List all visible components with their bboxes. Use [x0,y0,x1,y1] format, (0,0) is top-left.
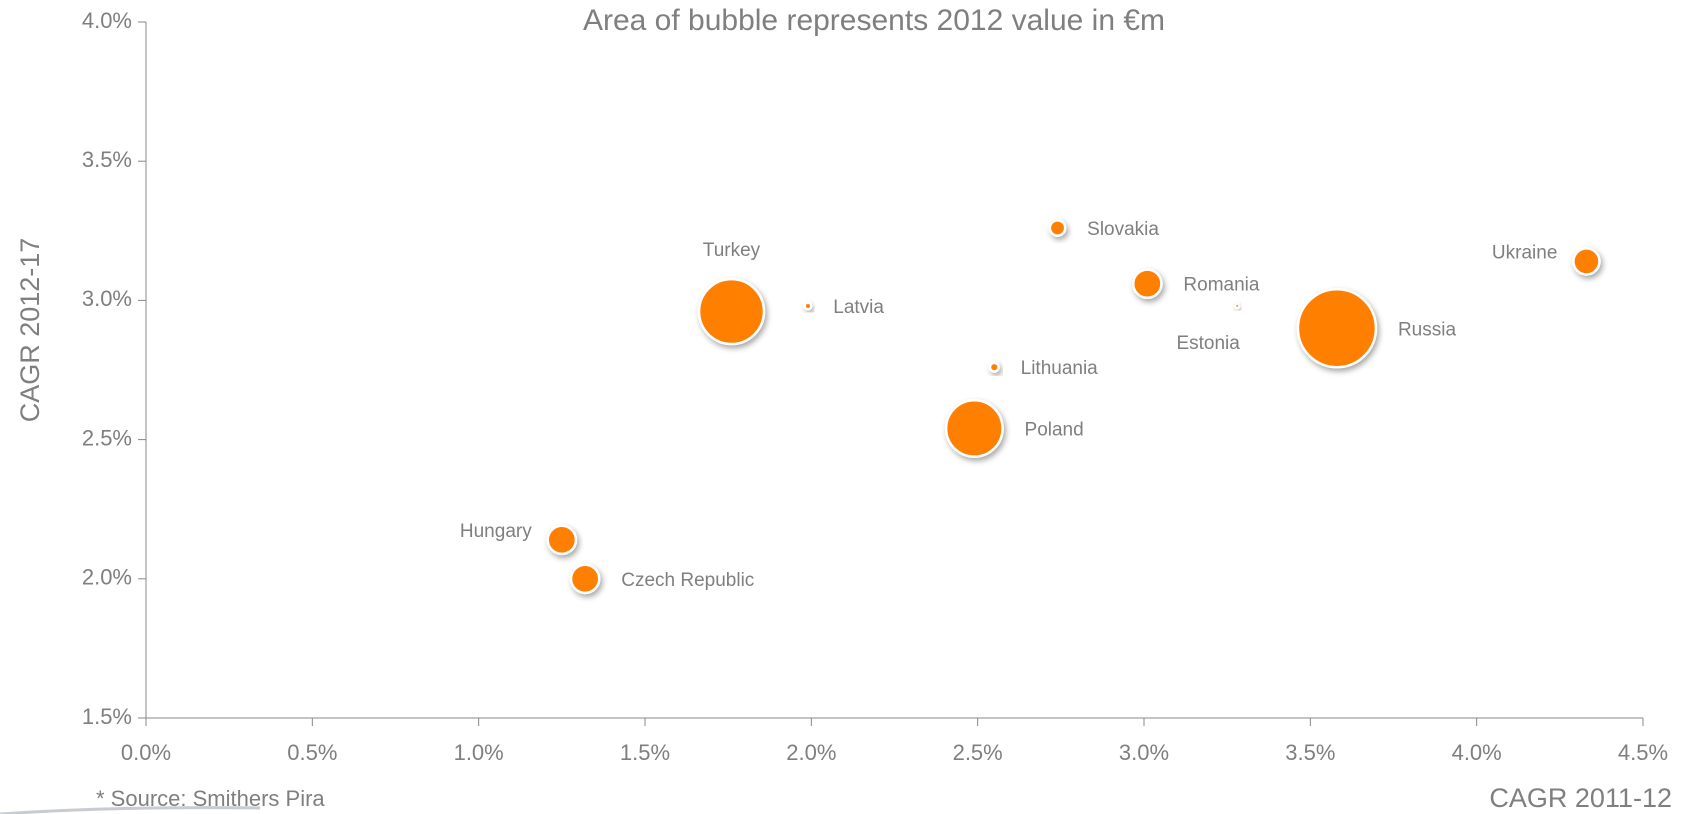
bubble [1233,302,1241,310]
y-tick-label: 3.0% [82,286,132,311]
bubble-label: Ukraine [1492,242,1557,263]
bubble-label: Russia [1398,319,1457,340]
y-axis-label: CAGR 2012-17 [15,238,45,423]
x-tick-label: 4.0% [1452,740,1502,765]
x-tick-label: 2.0% [786,740,836,765]
bubble-label: Lithuania [1021,358,1099,379]
bubble-label: Turkey [703,240,761,261]
chart-title: Area of bubble represents 2012 value in … [583,4,1165,37]
x-tick-label: 0.0% [121,740,171,765]
bubble [697,277,766,346]
bubble-label: Czech Republic [621,570,754,591]
decoration [0,806,261,814]
bubble-label: Poland [1025,419,1084,440]
bubble-label: Estonia [1176,333,1240,354]
bubble [1296,287,1378,369]
bubble [988,361,1000,373]
x-tick-label: 3.0% [1119,740,1169,765]
x-tick-label: 1.5% [620,740,670,765]
bubble [1131,268,1163,300]
y-tick-label: 1.5% [82,704,132,729]
x-tick-label: 0.5% [287,740,337,765]
bubble-label: Latvia [833,297,884,318]
y-tick-label: 2.0% [82,565,132,590]
bubble-label: Slovakia [1087,219,1159,240]
bubble [1572,247,1601,276]
bubble [569,563,601,595]
bubble-label: Romania [1183,275,1259,296]
bubble [944,399,1004,458]
bubble [546,524,578,556]
y-tick-label: 3.5% [82,147,132,172]
bubble [1048,219,1067,237]
x-tick-label: 4.5% [1618,740,1668,765]
bubble-label: Hungary [460,521,532,542]
x-tick-label: 2.5% [953,740,1003,765]
x-tick-label: 3.5% [1285,740,1335,765]
y-tick-label: 2.5% [82,425,132,450]
bubble [803,301,813,311]
y-tick-label: 4.0% [82,8,132,33]
x-axis-label: CAGR 2011-12 [1489,783,1672,813]
x-tick-label: 1.0% [454,740,504,765]
